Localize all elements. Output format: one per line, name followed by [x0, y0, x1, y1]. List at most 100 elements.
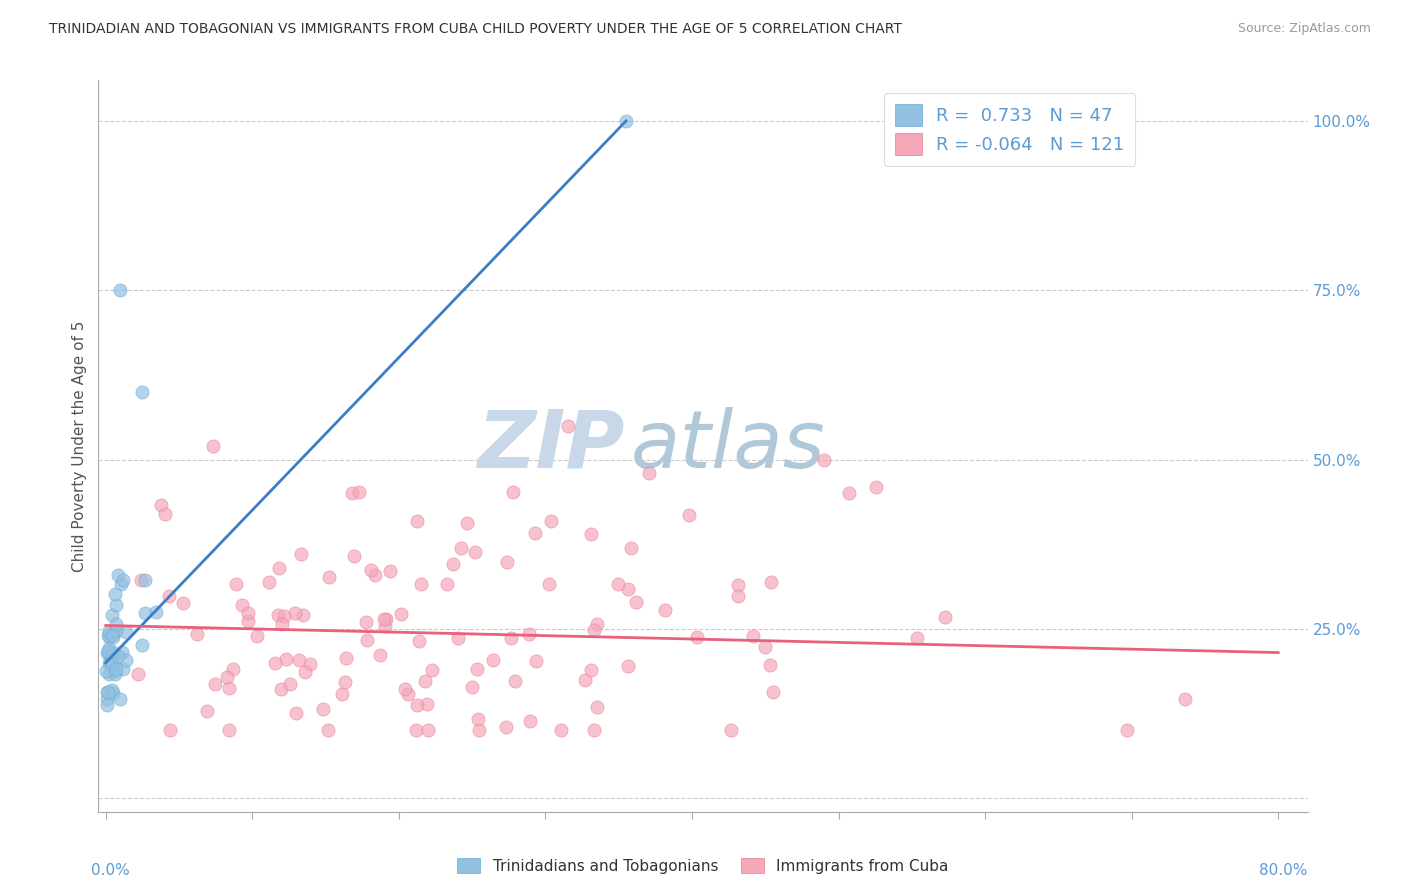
Point: [579, 663, 602, 677]
Point: [343, 549, 366, 564]
Point: [524, 654, 547, 668]
Point: [905, 632, 928, 646]
Point: [502, 484, 524, 499]
Point: [354, 615, 377, 629]
Point: [396, 687, 419, 701]
Point: [288, 653, 311, 667]
Point: [335, 651, 357, 665]
Point: [217, 670, 239, 684]
Text: 80.0%: 80.0%: [1260, 863, 1308, 878]
Point: [364, 568, 387, 582]
Point: [934, 610, 956, 624]
Point: [104, 664, 127, 678]
Point: [298, 657, 321, 672]
Point: [107, 568, 129, 582]
Point: [96, 692, 118, 706]
Point: [405, 723, 427, 738]
Point: [98, 656, 121, 670]
Point: [422, 663, 444, 677]
Point: [270, 682, 292, 697]
Point: [94, 664, 117, 678]
Point: [436, 577, 458, 591]
Point: [97, 644, 120, 658]
Point: [98, 640, 121, 655]
Point: [614, 114, 637, 128]
Point: [482, 653, 505, 667]
Point: [456, 516, 478, 531]
Point: [273, 609, 295, 624]
Point: [202, 439, 225, 453]
Point: [111, 644, 134, 658]
Point: [685, 630, 707, 644]
Point: [104, 587, 127, 601]
Point: [271, 616, 294, 631]
Point: [98, 648, 121, 663]
Point: [316, 723, 339, 738]
Point: [101, 624, 124, 639]
Point: [257, 575, 280, 590]
Point: [291, 607, 314, 622]
Point: [318, 570, 340, 584]
Point: [742, 629, 765, 643]
Point: [98, 630, 121, 644]
Point: [246, 629, 269, 643]
Point: [524, 525, 547, 540]
Point: [333, 675, 356, 690]
Point: [150, 498, 173, 512]
Point: [97, 628, 120, 642]
Point: [538, 577, 561, 591]
Point: [762, 685, 785, 699]
Point: [104, 663, 127, 677]
Point: [134, 606, 156, 620]
Point: [218, 723, 240, 738]
Point: [157, 589, 180, 603]
Point: [96, 646, 118, 660]
Point: [408, 633, 430, 648]
Point: [225, 577, 247, 591]
Point: [101, 656, 124, 670]
Point: [356, 632, 378, 647]
Point: [186, 626, 208, 640]
Point: [131, 384, 153, 399]
Point: [447, 632, 470, 646]
Point: [838, 486, 860, 500]
Point: [624, 594, 647, 608]
Point: [101, 652, 124, 666]
Point: [574, 673, 596, 687]
Point: [173, 596, 195, 610]
Point: [222, 663, 245, 677]
Point: [278, 677, 301, 691]
Point: [503, 674, 526, 689]
Point: [406, 514, 429, 528]
Point: [101, 608, 124, 623]
Point: [461, 681, 484, 695]
Point: [294, 665, 316, 679]
Point: [678, 508, 700, 522]
Point: [110, 283, 132, 297]
Point: [519, 714, 541, 729]
Point: [616, 582, 638, 597]
Point: [104, 617, 127, 632]
Point: [238, 614, 260, 628]
Point: [557, 418, 579, 433]
Point: [267, 607, 290, 622]
Point: [284, 706, 307, 721]
Point: [413, 674, 436, 689]
Text: ZIP: ZIP: [477, 407, 624, 485]
Point: [107, 648, 129, 663]
Point: [330, 687, 353, 701]
Point: [115, 653, 138, 667]
Point: [501, 631, 523, 645]
Point: [586, 617, 609, 632]
Point: [519, 626, 541, 640]
Point: [464, 545, 486, 559]
Point: [101, 682, 124, 697]
Point: [865, 480, 887, 494]
Point: [759, 658, 782, 673]
Point: [96, 698, 118, 712]
Point: [450, 541, 472, 555]
Point: [101, 628, 124, 642]
Point: [111, 662, 134, 676]
Point: [579, 526, 602, 541]
Point: [416, 723, 439, 738]
